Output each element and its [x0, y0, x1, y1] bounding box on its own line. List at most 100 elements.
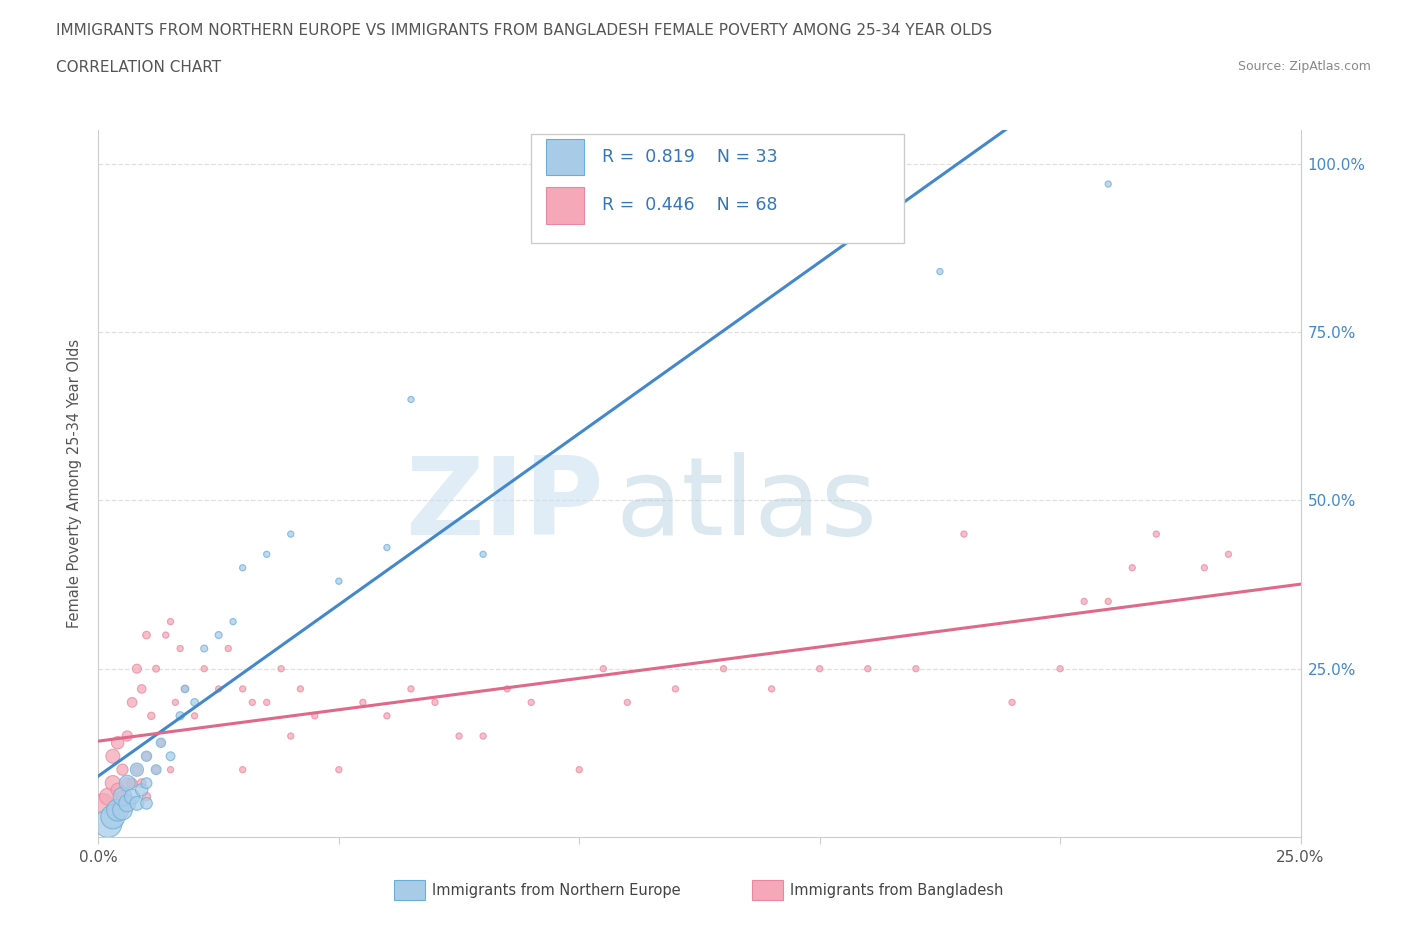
Point	[399, 392, 422, 407]
Point	[375, 709, 398, 724]
Point	[159, 763, 181, 777]
Point	[1194, 560, 1216, 575]
Point	[131, 776, 153, 790]
Point	[280, 526, 302, 541]
Point	[664, 682, 686, 697]
Point	[256, 695, 278, 710]
Point	[472, 547, 495, 562]
Point	[232, 560, 254, 575]
Point	[111, 803, 134, 817]
Point	[496, 682, 519, 697]
Point	[183, 709, 205, 724]
Point	[149, 736, 172, 751]
Text: Immigrants from Bangladesh: Immigrants from Bangladesh	[790, 883, 1004, 897]
Point	[193, 641, 215, 656]
Point	[125, 763, 148, 777]
Point	[135, 628, 157, 643]
Point	[232, 682, 254, 697]
Point	[208, 682, 231, 697]
Point	[520, 695, 543, 710]
Point	[270, 661, 292, 676]
Point	[111, 763, 134, 777]
Point	[280, 728, 302, 743]
Point	[97, 790, 120, 804]
Point	[165, 695, 187, 710]
Point	[101, 809, 124, 824]
Point	[155, 628, 177, 643]
Point	[107, 736, 129, 751]
Point	[169, 641, 191, 656]
Point	[423, 695, 446, 710]
Point	[183, 695, 205, 710]
Point	[904, 661, 927, 676]
Point	[135, 796, 157, 811]
Point	[761, 682, 783, 697]
Point	[208, 628, 231, 643]
Point	[107, 803, 129, 817]
Point	[125, 661, 148, 676]
Text: CORRELATION CHART: CORRELATION CHART	[56, 60, 221, 75]
Point	[568, 183, 591, 198]
Point	[375, 540, 398, 555]
Point	[856, 661, 879, 676]
Point	[117, 728, 139, 743]
Point	[135, 749, 157, 764]
Point	[91, 796, 114, 811]
Point	[304, 709, 326, 724]
Point	[240, 695, 263, 710]
Point	[928, 264, 950, 279]
Point	[135, 749, 157, 764]
Point	[290, 682, 312, 697]
Bar	[546, 139, 583, 176]
Point	[149, 736, 172, 751]
Point	[328, 574, 350, 589]
FancyBboxPatch shape	[531, 134, 904, 244]
Point	[131, 782, 153, 797]
Text: IMMIGRANTS FROM NORTHERN EUROPE VS IMMIGRANTS FROM BANGLADESH FEMALE POVERTY AMO: IMMIGRANTS FROM NORTHERN EUROPE VS IMMIG…	[56, 23, 993, 38]
Point	[568, 763, 591, 777]
Point	[107, 782, 129, 797]
Point	[131, 682, 153, 697]
Text: atlas: atlas	[616, 452, 877, 558]
Point	[111, 790, 134, 804]
Point	[1121, 560, 1143, 575]
Point	[256, 547, 278, 562]
Point	[592, 661, 614, 676]
Point	[232, 763, 254, 777]
Point	[447, 728, 470, 743]
Point	[141, 709, 163, 724]
Point	[121, 790, 143, 804]
Point	[1218, 547, 1240, 562]
Point	[193, 661, 215, 676]
Point	[145, 661, 167, 676]
Point	[101, 776, 124, 790]
Point	[125, 796, 148, 811]
Point	[145, 763, 167, 777]
Point	[217, 641, 239, 656]
Point	[117, 776, 139, 790]
Point	[1049, 661, 1071, 676]
Point	[808, 661, 831, 676]
Point	[117, 776, 139, 790]
Point	[1097, 594, 1119, 609]
Point	[135, 790, 157, 804]
Bar	[546, 187, 583, 223]
Point	[222, 614, 245, 629]
Point	[472, 728, 495, 743]
Text: ZIP: ZIP	[405, 452, 603, 558]
Point	[125, 763, 148, 777]
Point	[1144, 526, 1167, 541]
Point	[399, 682, 422, 697]
Point	[174, 682, 197, 697]
Point	[121, 695, 143, 710]
Point	[174, 682, 197, 697]
Point	[713, 661, 735, 676]
Point	[352, 695, 374, 710]
Y-axis label: Female Poverty Among 25-34 Year Olds: Female Poverty Among 25-34 Year Olds	[67, 339, 83, 628]
Point	[1073, 594, 1095, 609]
Point	[111, 790, 134, 804]
Point	[159, 614, 181, 629]
Point	[101, 749, 124, 764]
Text: R =  0.446    N = 68: R = 0.446 N = 68	[602, 196, 778, 214]
Point	[135, 776, 157, 790]
